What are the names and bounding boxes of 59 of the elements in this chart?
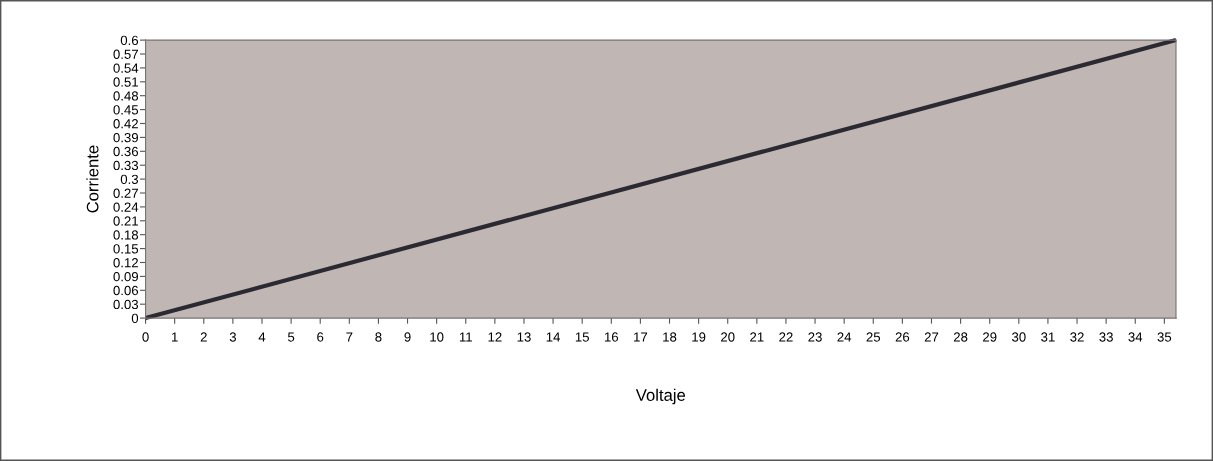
x-tick-label: 16 <box>604 332 619 342</box>
y-tick-label: 0.21 <box>113 216 138 226</box>
y-tick-label: 0.45 <box>113 105 139 115</box>
x-tick-label: 5 <box>287 332 295 342</box>
y-tick-label: 0 <box>131 313 139 323</box>
y-tick-label: 0.42 <box>113 119 138 129</box>
x-tick-label: 27 <box>924 332 939 342</box>
x-tick-label: 26 <box>895 332 910 342</box>
y-tick-label: 0.18 <box>113 230 139 240</box>
x-tick-label: 10 <box>430 332 444 342</box>
x-tick-label: 25 <box>866 332 881 342</box>
y-tick-label: 0.6 <box>120 35 139 46</box>
x-tick-label: 11 <box>459 332 472 342</box>
y-tick-label: 0.39 <box>113 132 138 143</box>
y-tick-label: 0.3 <box>120 174 139 185</box>
y-tick-label: 0.36 <box>113 146 139 157</box>
x-tick-label: 7 <box>346 332 353 342</box>
x-tick-label: 35 <box>1157 332 1172 342</box>
x-tick-label: 14 <box>546 332 561 342</box>
x-tick-label: 0 <box>142 332 149 342</box>
y-tick-label: 0.57 <box>113 49 138 59</box>
x-tick-label: 24 <box>837 332 852 342</box>
x-tick-label: 19 <box>692 332 706 342</box>
y-tick-label: 0.48 <box>113 91 139 101</box>
x-tick-label: 34 <box>1128 332 1143 342</box>
y-tick-label: 0.33 <box>113 160 139 171</box>
x-tick-label: 2 <box>200 332 207 342</box>
y-tick-label: 0.51 <box>113 77 138 87</box>
y-tick-label: 0.12 <box>113 258 138 268</box>
x-tick-label: 17 <box>634 332 648 342</box>
y-tick-label: 0.54 <box>113 63 139 73</box>
x-tick-label: 13 <box>517 332 531 342</box>
x-tick-label: 4 <box>258 332 266 342</box>
y-tick-label: 0.09 <box>113 271 138 282</box>
x-tick-label: 6 <box>317 332 324 342</box>
y-tick-label: 0.15 <box>113 244 139 254</box>
x-tick-label: 9 <box>404 332 411 342</box>
y-tick-label: 0.27 <box>113 188 138 198</box>
x-tick-label: 20 <box>721 332 735 342</box>
y-tick-label: 0.24 <box>113 202 139 212</box>
x-tick-label: 18 <box>663 332 677 342</box>
x-tick-label: 23 <box>808 332 822 342</box>
x-tick-label: 8 <box>375 332 382 342</box>
x-axis-title: Voltaje <box>635 388 686 405</box>
y-tick-label: 0.06 <box>113 285 139 296</box>
y-axis-title: Corriente <box>86 145 99 213</box>
x-tick-label: 15 <box>575 332 589 342</box>
x-tick-label: 22 <box>779 332 793 342</box>
x-tick-label: 3 <box>229 332 236 342</box>
x-tick-label: 30 <box>1011 332 1026 342</box>
x-tick-label: 33 <box>1099 332 1113 342</box>
y-tick-label: 0.03 <box>113 299 139 310</box>
x-tick-label: 1 <box>172 332 178 342</box>
x-tick-label: 12 <box>488 332 502 342</box>
x-tick-label: 29 <box>983 332 997 342</box>
x-tick-label: 28 <box>953 332 968 342</box>
x-tick-label: 31 <box>1041 332 1055 342</box>
x-tick-label: 32 <box>1070 332 1084 342</box>
x-tick-label: 21 <box>750 332 764 342</box>
